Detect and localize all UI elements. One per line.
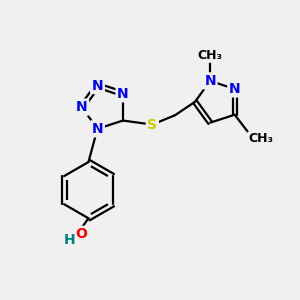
Text: N: N [92,79,103,92]
Text: S: S [147,118,157,132]
Text: N: N [92,122,103,136]
Text: N: N [117,87,129,101]
Text: O: O [75,227,87,241]
Text: CH₃: CH₃ [198,49,223,62]
Text: CH₃: CH₃ [248,132,273,145]
Text: N: N [229,82,241,96]
Text: N: N [76,100,88,114]
Text: H: H [64,233,76,247]
Text: N: N [204,74,216,88]
